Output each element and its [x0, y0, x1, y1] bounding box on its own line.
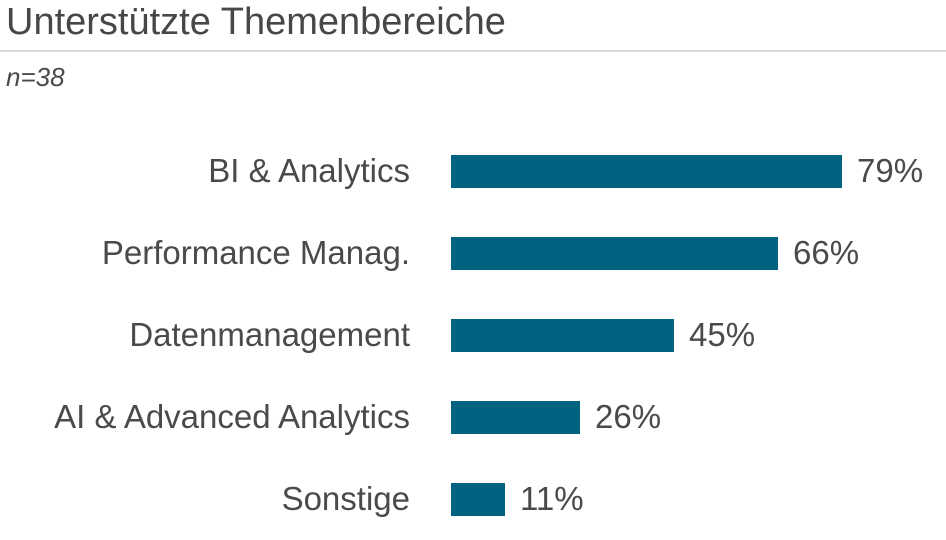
value-label: 66%: [793, 234, 860, 271]
category-label: AI & Advanced Analytics: [54, 398, 410, 435]
chart-row: Sonstige 11%: [0, 458, 946, 540]
category-label: Performance Manag.: [101, 234, 410, 271]
category-label: Datenmanagement: [129, 316, 410, 353]
header-divider: [0, 50, 946, 52]
bar-area: 79%: [451, 152, 923, 190]
bar-area: 45%: [451, 316, 755, 354]
value-label: 11%: [520, 480, 584, 517]
chart-title: Unterstützte Themenbereiche: [6, 1, 506, 43]
chart-row: BI & Analytics 79%: [0, 130, 946, 212]
bar: [451, 236, 778, 270]
value-label: 26%: [595, 398, 662, 435]
value-label: 45%: [689, 316, 756, 353]
bar: [451, 154, 842, 188]
bar: [451, 482, 505, 516]
chart-row: AI & Advanced Analytics 26%: [0, 376, 946, 458]
chart-row: Performance Manag. 66%: [0, 212, 946, 294]
bar-area: 66%: [451, 234, 859, 272]
value-label: 79%: [857, 152, 924, 189]
category-label: BI & Analytics: [208, 152, 410, 189]
bar-area: 26%: [451, 398, 661, 436]
chart-row: Datenmanagement 45%: [0, 294, 946, 376]
bar: [451, 318, 674, 352]
category-label: Sonstige: [281, 480, 410, 517]
bar-chart: BI & Analytics 79% Performance Manag. 66% Da…: [0, 130, 946, 540]
bar-area: 11%: [451, 480, 584, 518]
sample-size-note: n=38: [6, 62, 65, 92]
bar: [451, 400, 580, 434]
